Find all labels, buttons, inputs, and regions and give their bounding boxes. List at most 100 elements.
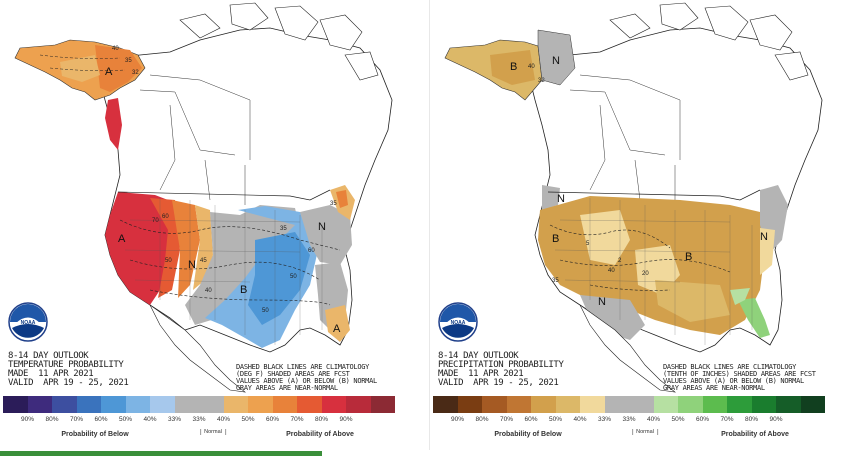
region-label: N: [318, 221, 326, 233]
contour-label: 35: [552, 278, 559, 284]
contour-label: 5: [586, 241, 590, 247]
color-swatch: [223, 396, 248, 413]
contour-label: 45: [200, 258, 207, 264]
region-label: A: [333, 323, 341, 335]
contour-label: 40: [528, 64, 535, 70]
color-swatch: [629, 396, 654, 413]
bottom-accent-bar: [0, 451, 322, 456]
below-label: Probability of Below: [494, 431, 562, 438]
contour-label: 50: [262, 308, 269, 314]
temperature-outlook-panel: A A B N N A 40 35 32 70 60 50 35 40 50 4…: [0, 0, 429, 456]
tick-label: 60%: [524, 416, 538, 423]
color-swatch: [346, 396, 371, 413]
color-swatch: [604, 396, 629, 413]
tick-label: 40%: [143, 416, 157, 423]
color-swatch: [555, 396, 580, 413]
color-swatch: [248, 396, 273, 413]
above-label: Probability of Above: [286, 431, 354, 438]
color-swatch: [531, 396, 556, 413]
tick-label: 60%: [265, 416, 280, 423]
precipitation-outlook-panel: B N N B B N N 40 32 2 40 5 35 20 NOAA 8-…: [430, 0, 859, 456]
region-label: N: [598, 296, 606, 308]
tick-label: 90%: [450, 416, 465, 423]
color-swatch: [751, 396, 776, 413]
region-label: B: [510, 61, 517, 73]
temperature-map: A A B N N A 40 35 32 70 60 50 35 40 50 4…: [14, 2, 393, 393]
contour-label: 35: [125, 58, 132, 64]
central-normal-region: [185, 205, 300, 325]
below-label: Probability of Below: [61, 431, 129, 438]
tick-label: 50%: [118, 416, 133, 423]
noaa-logo: NOAA: [438, 302, 478, 342]
color-swatch: [800, 396, 825, 413]
tick-label: 80%: [744, 416, 759, 423]
contour-label: 35: [280, 226, 287, 232]
panel-divider: [429, 0, 430, 450]
color-swatch: [174, 396, 199, 413]
contour-label: 2: [618, 258, 622, 264]
probability-color-bar: [3, 396, 395, 413]
color-swatch: [370, 396, 395, 413]
color-swatch: [457, 396, 482, 413]
contour-label: 20: [642, 271, 649, 277]
contour-label: 32: [132, 70, 139, 76]
tick-label: 50%: [548, 416, 563, 423]
color-swatch: [776, 396, 801, 413]
color-swatch: [125, 396, 150, 413]
normal-label: Normal: [200, 429, 226, 435]
color-swatch: [678, 396, 703, 413]
tick-label: 33%: [622, 416, 636, 423]
noaa-logo: NOAA: [8, 302, 48, 342]
color-swatch: [321, 396, 346, 413]
tick-label: 60%: [94, 416, 108, 423]
tick-label: 90%: [339, 416, 353, 423]
color-swatch: [482, 396, 507, 413]
region-label: N: [760, 231, 768, 243]
contour-label: 40: [112, 46, 119, 52]
color-swatch: [27, 396, 52, 413]
above-label: Probability of Above: [721, 431, 789, 438]
color-swatch: [653, 396, 678, 413]
map-caption: 8-14 DAY OUTLOOK TEMPERATURE PROBABILITY M…: [8, 351, 129, 388]
normal-label: Normal: [632, 429, 658, 435]
region-label: B: [685, 251, 692, 263]
contour-label: 40: [608, 268, 615, 274]
region-label: B: [240, 284, 247, 296]
tick-label: 90%: [20, 416, 35, 423]
florida-above-region: [738, 298, 770, 338]
color-swatch: [101, 396, 126, 413]
color-swatch: [727, 396, 752, 413]
region-label: A: [118, 233, 126, 245]
probability-color-bar: [433, 396, 825, 413]
color-swatch: [150, 396, 175, 413]
tick-label: 40%: [573, 416, 587, 423]
tick-label: 40%: [216, 416, 231, 423]
tick-label: 80%: [45, 416, 59, 423]
color-swatch: [3, 396, 28, 413]
map-note: DASHED BLACK LINES ARE CLIMATOLOGY (TENTH…: [663, 363, 816, 392]
color-swatch: [297, 396, 322, 413]
svg-text:NOAA: NOAA: [451, 320, 466, 326]
region-label: N: [552, 55, 560, 67]
precipitation-map: B N N B B N N 40 32 2 40 5 35 20: [444, 2, 823, 393]
contour-label: 50: [290, 274, 297, 280]
tick-label: 60%: [695, 416, 710, 423]
region-label: N: [188, 259, 196, 271]
contour-label: 60: [308, 248, 315, 254]
contour-label: 50: [165, 258, 172, 264]
color-swatch: [580, 396, 605, 413]
tick-label: 90%: [769, 416, 783, 423]
region-label: B: [552, 233, 559, 245]
tick-label: 33%: [597, 416, 612, 423]
color-swatch: [52, 396, 77, 413]
color-swatch: [272, 396, 297, 413]
svg-text:NOAA: NOAA: [21, 320, 36, 326]
region-label: A: [105, 66, 113, 78]
map-note: DASHED BLACK LINES ARE CLIMATOLOGY (DEG F…: [236, 363, 377, 392]
color-swatch: [702, 396, 727, 413]
contour-label: 35: [330, 201, 337, 207]
color-swatch: [433, 396, 458, 413]
tick-label: 70%: [499, 416, 514, 423]
tick-label: 70%: [720, 416, 734, 423]
color-swatch: [506, 396, 531, 413]
